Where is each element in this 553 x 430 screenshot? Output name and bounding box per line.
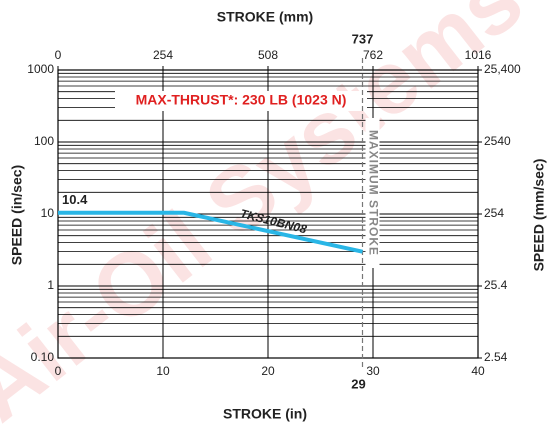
y2-tick-label: 2.54	[484, 350, 508, 364]
line	[58, 210, 363, 254]
y2-tick-label: 25,400	[484, 62, 521, 76]
y-tick-label: 100	[34, 134, 54, 148]
x-axis-label: STROKE (in)	[223, 406, 307, 422]
max-stroke-in: 29	[351, 376, 365, 391]
annotation: MAX-THRUST*: 230 LB (1023 N)	[136, 92, 347, 108]
y-axis-label: SPEED (in/sec)	[9, 165, 25, 265]
y2-axis-label: SPEED (mm/sec)	[531, 159, 547, 272]
y-tick-label: 1000	[27, 62, 54, 76]
y2-tick-label: 2540	[484, 134, 511, 148]
x-tick-label: 30	[366, 364, 380, 378]
chart-title: STROKE (mm)	[217, 9, 313, 25]
x2-tick-label: 508	[258, 48, 278, 62]
max-stroke-bg	[365, 118, 380, 268]
y2-tick-label: 254	[484, 206, 504, 220]
x2-tick-label: 1016	[465, 48, 492, 62]
y-tick-label: 1	[47, 278, 54, 292]
x-tick-label: 40	[471, 364, 485, 378]
value-label: 10.4	[62, 192, 88, 207]
x-tick-label: 10	[156, 364, 170, 378]
x2-tick-label: 762	[363, 48, 383, 62]
y-tick-label: 0.10	[31, 350, 55, 364]
x-tick-label: 20	[261, 364, 275, 378]
x2-tick-label: 0	[55, 48, 62, 62]
x-tick-label: 0	[55, 364, 62, 378]
annotation-box	[115, 91, 367, 111]
y-tick-label: 10	[41, 206, 55, 220]
max-stroke-label: MAXIMUM STROKE	[366, 130, 380, 256]
max-stroke-mm: 737	[352, 31, 374, 46]
x2-tick-label: 254	[153, 48, 173, 62]
y2-tick-label: 25.4	[484, 278, 508, 292]
